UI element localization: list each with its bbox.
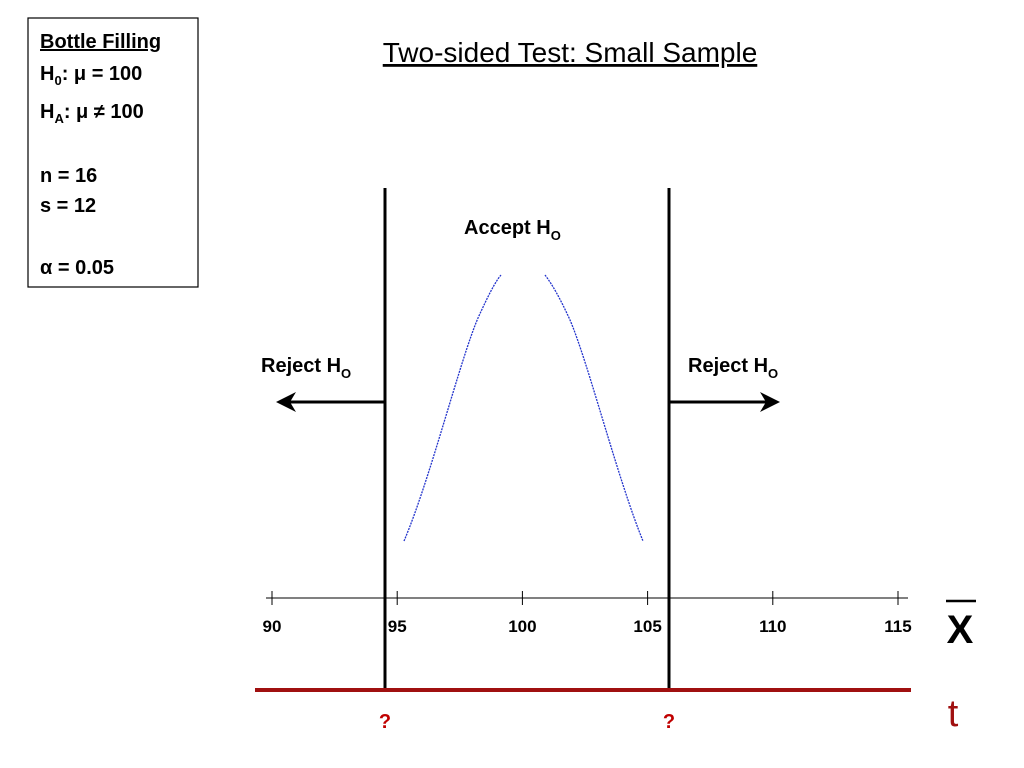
sample-size: n = 16: [40, 165, 97, 187]
subscript: A: [54, 111, 64, 126]
subscript: 0: [54, 73, 61, 88]
subscript: O: [341, 366, 351, 381]
info-box: [27, 17, 199, 288]
alpha: α = 0.05: [40, 257, 114, 279]
statement: : μ = 100: [62, 63, 143, 85]
reject-right-label: Reject HO: [688, 355, 778, 381]
curve-right: [544, 274, 644, 542]
alt-hypothesis: HA: μ ≠ 100: [40, 101, 144, 126]
reject-left-label: Reject HO: [261, 355, 351, 381]
symbol: H: [40, 101, 54, 123]
curve-left: [403, 274, 502, 542]
tick-label: 105: [633, 617, 661, 636]
tick-label: 90: [263, 617, 282, 636]
x-axis-label: X: [947, 608, 974, 652]
arrows: [276, 392, 780, 412]
info-heading: Bottle Filling: [40, 31, 161, 53]
statement: : μ ≠ 100: [64, 101, 144, 123]
text: Reject H: [688, 355, 768, 377]
tick-label: 115: [884, 617, 911, 636]
tick-label: 100: [508, 617, 536, 636]
x-axis-ticks: 90 95 100 105 110 115: [263, 591, 912, 636]
text: Accept H: [464, 217, 551, 239]
t-axis-label: t: [948, 693, 959, 735]
symbol: H: [40, 63, 54, 85]
tick-label: 110: [759, 617, 786, 636]
tick-label: 95: [388, 617, 407, 636]
subscript: O: [551, 228, 561, 243]
critical-value: ?: [379, 711, 391, 733]
null-hypothesis: H0: μ = 100: [40, 63, 142, 88]
text: Reject H: [261, 355, 341, 377]
title: Two-sided Test: Small Sample: [383, 37, 758, 68]
accept-label: Accept HO: [464, 217, 561, 243]
std-dev: s = 12: [40, 195, 96, 217]
critical-value: ?: [663, 711, 675, 733]
subscript: O: [768, 366, 778, 381]
